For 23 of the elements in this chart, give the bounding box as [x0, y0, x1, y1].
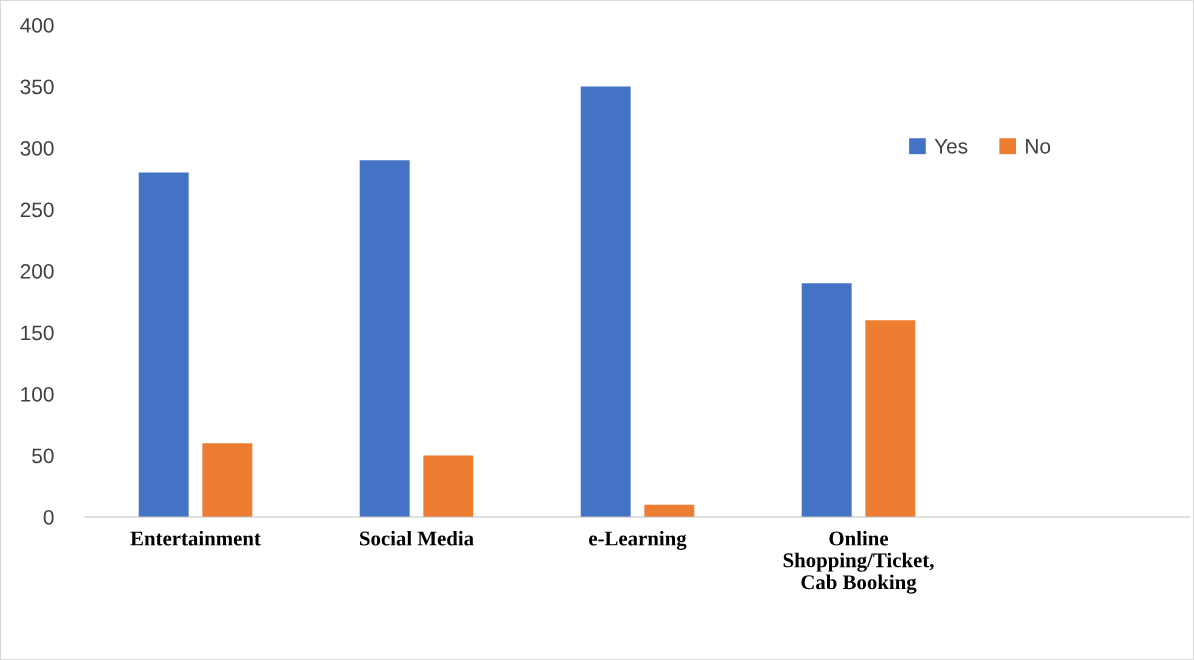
y-tick-label: 400 [20, 18, 54, 33]
bar [865, 320, 916, 517]
bar [423, 455, 474, 517]
x-tick-label: Social Media [360, 530, 474, 546]
y-tick-label: 100 [21, 387, 54, 402]
y-tick-label: 300 [20, 141, 54, 156]
y-tick-label: 150 [21, 325, 54, 341]
bar [644, 504, 695, 517]
y-tick-label: 200 [20, 264, 54, 279]
y-tick-label: 50 [32, 448, 54, 464]
bar [138, 172, 189, 517]
x-tick-label: Online Shopping/Ticket, Cab Booking [783, 530, 934, 594]
bar [801, 283, 852, 517]
bar [359, 160, 410, 517]
x-tick-label: Entertainment [130, 530, 261, 546]
y-tick-label: 250 [20, 202, 54, 218]
bar [202, 443, 253, 517]
y-tick-label: 350 [20, 79, 54, 95]
bar [580, 86, 631, 517]
y-tick-label: 0 [43, 510, 54, 525]
x-tick-label: e-Learning [589, 530, 687, 550]
legend-label: No [1026, 139, 1051, 154]
legend-label: Yes [934, 139, 968, 154]
